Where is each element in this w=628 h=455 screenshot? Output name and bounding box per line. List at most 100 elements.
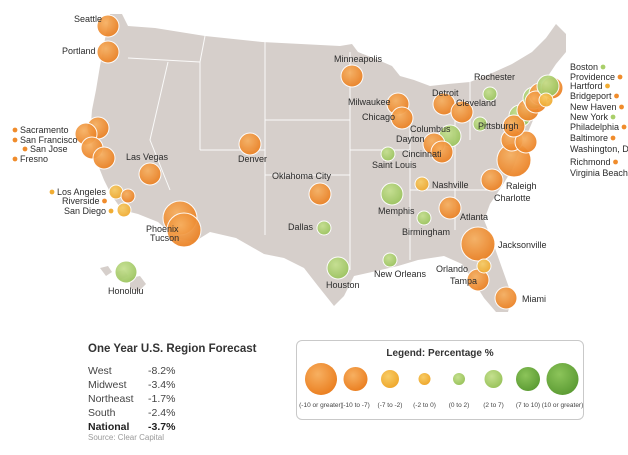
city-bubble — [438, 196, 462, 220]
city-bubble — [430, 140, 454, 164]
city-label: Los Angeles — [57, 187, 107, 197]
city-label-dot — [22, 146, 28, 152]
forecast-value: -2.4% — [148, 407, 176, 419]
city-label: Portland — [62, 46, 96, 56]
forecast-title: One Year U.S. Region Forecast — [88, 343, 257, 355]
city-bubble — [390, 106, 414, 130]
city-bubble — [494, 286, 518, 310]
source-note: Source: Clear Capital — [88, 433, 165, 442]
legend-label: (-10 to -7) — [341, 402, 370, 409]
city-label: Cincinnati — [402, 149, 442, 159]
legend-swatch — [516, 367, 540, 391]
city-label: Jacksonville — [498, 240, 547, 250]
city-label: Sacramento — [20, 125, 69, 135]
legend-label: (10 or greater) — [542, 402, 583, 409]
city-label: Milwaukee — [348, 97, 391, 107]
city-label-dot — [621, 124, 627, 130]
city-label: San Jose — [30, 144, 68, 154]
city-label: San Diego — [64, 206, 106, 216]
city-bubble — [380, 146, 396, 162]
legend-label: (2 to 7) — [483, 402, 504, 409]
forecast-value: -3.4% — [148, 379, 176, 391]
city-bubble — [482, 86, 498, 102]
city-label: New Haven — [570, 102, 617, 112]
city-label: Cleveland — [456, 98, 496, 108]
city-bubble — [538, 92, 554, 108]
legend-swatch — [546, 363, 579, 395]
legend-swatch — [305, 363, 337, 395]
us-land — [90, 14, 566, 312]
city-label: Hartford — [570, 81, 603, 91]
city-bubble — [416, 210, 432, 226]
city-bubble — [514, 130, 538, 154]
forecast-region: National — [88, 421, 130, 433]
legend-label: (-10 or greater) — [299, 402, 343, 409]
forecast-row: Midwest -3.4% — [88, 378, 288, 392]
city-bubble — [238, 132, 262, 156]
city-bubble — [96, 14, 120, 38]
city-label: Washington, DC — [570, 144, 628, 154]
city-label-dot — [108, 208, 114, 214]
city-bubble — [120, 188, 136, 204]
forecast-row-national: National -3.7% — [88, 420, 288, 434]
city-bubble — [316, 220, 332, 236]
city-label-dot — [610, 135, 616, 141]
city-label-dot — [12, 156, 18, 162]
city-label-dot — [619, 104, 624, 110]
city-label: Fresno — [20, 154, 48, 164]
city-label-dot — [49, 189, 55, 195]
legend-label: (-7 to -2) — [378, 402, 403, 409]
city-label: Orlando — [436, 264, 468, 274]
forecast-region: West — [88, 365, 112, 377]
legend-swatch — [484, 370, 503, 388]
forecast-region: South — [88, 407, 116, 419]
city-label: Memphis — [378, 206, 415, 216]
city-bubble — [138, 162, 162, 186]
city-label: Baltimore — [570, 133, 608, 143]
city-label: Providence — [570, 72, 615, 82]
city-label-dot — [617, 74, 623, 80]
city-label-dot — [102, 198, 107, 204]
legend-swatch — [381, 370, 399, 388]
city-label: Las Vegas — [126, 152, 169, 162]
city-label: Houston — [326, 280, 360, 290]
forecast-value: -8.2% — [148, 365, 176, 377]
forecast-value: -1.7% — [148, 393, 176, 405]
city-label-dot — [605, 83, 610, 89]
city-label: Virginia Beach — [570, 168, 628, 178]
city-bubble — [326, 256, 350, 280]
forecast-region: Northeast — [88, 393, 134, 405]
city-bubble — [450, 100, 474, 124]
legend-swatch — [453, 373, 465, 385]
city-label: Minneapolis — [334, 54, 383, 64]
city-label: Dallas — [288, 222, 314, 232]
city-label: Detroit — [432, 88, 459, 98]
city-bubble — [472, 116, 488, 132]
city-bubble — [414, 176, 430, 192]
city-label: Richmond — [570, 157, 611, 167]
city-bubble — [476, 258, 492, 274]
city-label: Bridgeport — [570, 91, 612, 101]
city-label: Denver — [238, 154, 267, 164]
legend-swatches: (-10 or greater)(-10 to -7) (-7 to -2) (-2… — [299, 363, 583, 409]
forecast-region: Midwest — [88, 379, 127, 391]
city-label-dot — [614, 93, 619, 99]
city-bubble — [380, 182, 404, 206]
city-label-dot — [610, 114, 616, 120]
hawaii-land — [100, 266, 146, 292]
legend-label: (7 to 10) — [516, 402, 540, 409]
city-label-dot — [12, 127, 18, 133]
city-label: Pittsburgh — [478, 121, 519, 131]
city-label: Birmingham — [402, 227, 450, 237]
legend-swatch — [418, 373, 431, 385]
city-label: Columbus — [410, 124, 451, 134]
city-label: Rochester — [474, 72, 515, 82]
city-label: Phoenix — [146, 224, 179, 234]
city-label: New York — [570, 112, 609, 122]
city-label: Dayton — [396, 134, 425, 144]
city-label: Tucson — [150, 233, 179, 243]
legend: Legend: Percentage % (-10 or greater) (-1… — [296, 340, 584, 420]
city-label: Nashville — [432, 180, 469, 190]
city-bubble — [114, 260, 138, 284]
